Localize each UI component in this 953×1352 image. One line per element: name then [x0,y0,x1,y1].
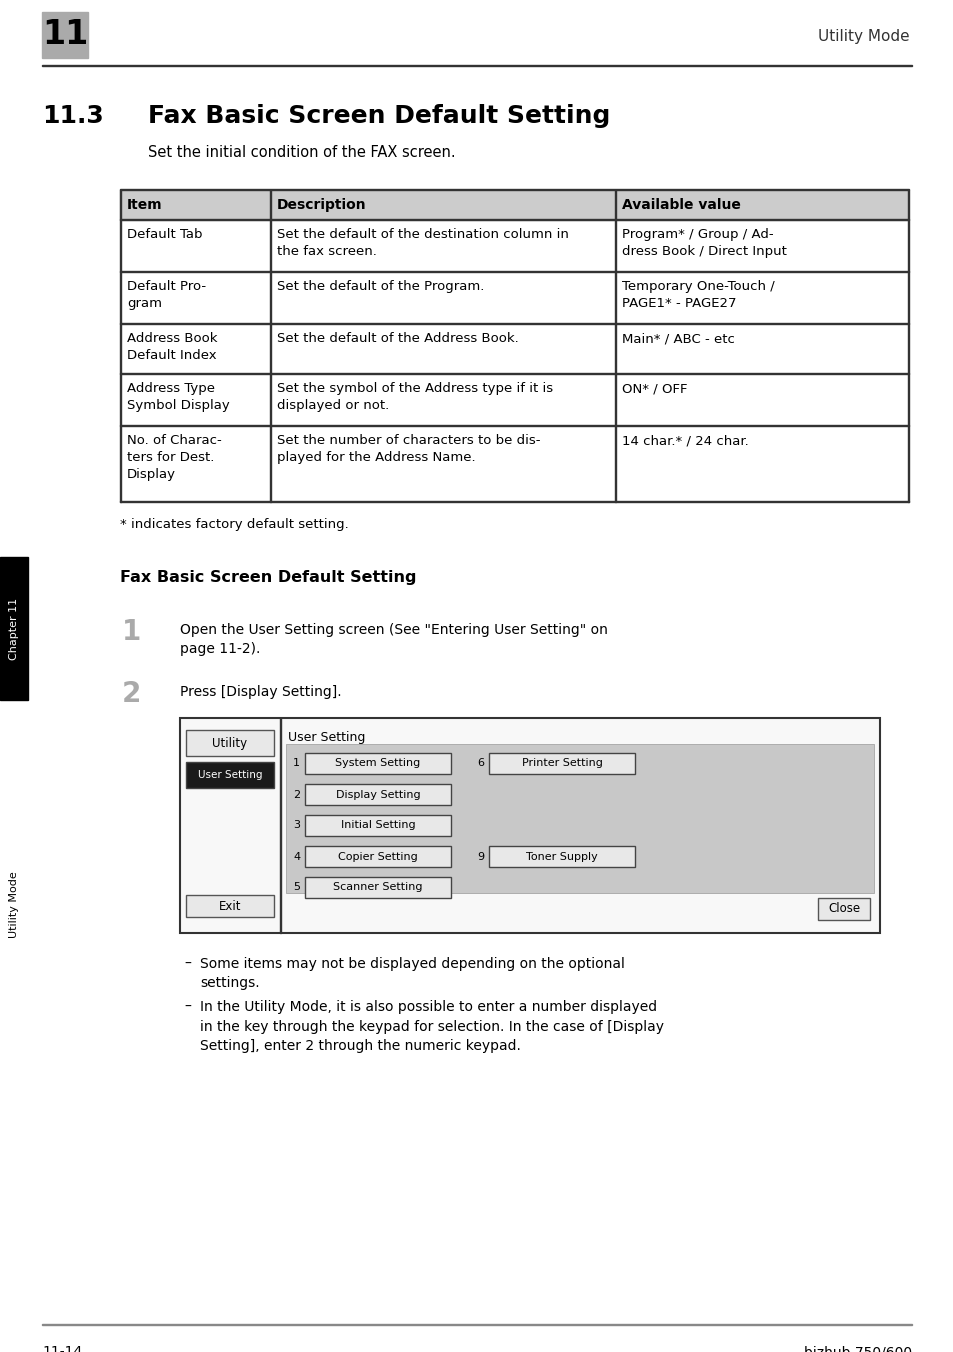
Text: Temporary One-Touch /
PAGE1* - PAGE27: Temporary One-Touch / PAGE1* - PAGE27 [621,280,774,310]
Bar [120,191,907,220]
Text: No. of Charac-
ters for Dest.
Display: No. of Charac- ters for Dest. Display [127,434,221,481]
Bar [615,191,616,502]
Text: Program* / Group / Ad-
dress Book / Direct Input: Program* / Group / Ad- dress Book / Dire… [621,228,786,258]
Text: –: – [184,957,191,971]
Text: Utility: Utility [213,737,247,749]
Text: 2: 2 [293,790,300,799]
Text: 1: 1 [293,758,299,768]
Text: Main* / ABC - etc: Main* / ABC - etc [621,333,734,345]
Text: 6: 6 [476,758,483,768]
Text: Exit: Exit [218,899,241,913]
Text: User Setting: User Setting [197,771,262,780]
Bar [42,12,88,58]
Text: Some items may not be displayed depending on the optional
settings.: Some items may not be displayed dependin… [200,957,624,991]
Text: Copier Setting: Copier Setting [337,852,417,861]
Text: 11.3: 11.3 [42,104,104,128]
Text: bizhub 750/600: bizhub 750/600 [803,1345,911,1352]
Bar [280,718,281,933]
Text: 1: 1 [122,618,141,646]
Text: * indicates factory default setting.: * indicates factory default setting. [120,518,349,531]
Bar [286,744,873,894]
Text: 2: 2 [122,680,141,708]
Text: Set the symbol of the Address type if it is
displayed or not.: Set the symbol of the Address type if it… [276,383,553,412]
Text: Close: Close [827,903,860,915]
Text: –: – [184,1000,191,1014]
Text: Available value: Available value [621,197,740,212]
Bar [42,65,911,66]
Text: In the Utility Mode, it is also possible to enter a number displayed
in the key : In the Utility Mode, it is also possible… [200,1000,663,1053]
Text: Set the default of the destination column in
the fax screen.: Set the default of the destination colum… [276,228,568,258]
Bar [305,815,451,836]
Bar [120,191,121,502]
Text: Utility Mode: Utility Mode [9,872,19,938]
Text: Utility Mode: Utility Mode [818,28,909,43]
Text: ON* / OFF: ON* / OFF [621,383,687,395]
Bar [180,718,879,933]
Bar [186,895,274,917]
Bar [489,846,635,867]
Text: 11: 11 [42,19,88,51]
Bar [305,877,451,898]
Bar [305,784,451,804]
Text: Set the default of the Address Book.: Set the default of the Address Book. [276,333,518,345]
Bar [305,846,451,867]
Bar [817,898,869,919]
Text: Address Type
Symbol Display: Address Type Symbol Display [127,383,230,412]
Text: Fax Basic Screen Default Setting: Fax Basic Screen Default Setting [148,104,610,128]
Text: Default Tab: Default Tab [127,228,202,241]
Bar [907,191,908,502]
Text: 4: 4 [293,852,300,861]
Text: Open the User Setting screen (See "Entering User Setting" on
page 11-2).: Open the User Setting screen (See "Enter… [180,623,607,657]
Text: Set the default of the Program.: Set the default of the Program. [276,280,484,293]
Text: 14 char.* / 24 char.: 14 char.* / 24 char. [621,434,748,448]
Text: 9: 9 [476,852,483,861]
Text: Item: Item [127,197,162,212]
Text: Initial Setting: Initial Setting [340,821,415,830]
Text: System Setting: System Setting [335,758,420,768]
Bar [186,763,274,788]
Text: Printer Setting: Printer Setting [521,758,601,768]
Text: 11-14: 11-14 [42,1345,82,1352]
Bar [270,191,271,502]
Text: 5: 5 [293,883,299,892]
Text: Set the number of characters to be dis-
played for the Address Name.: Set the number of characters to be dis- … [276,434,540,464]
Text: Chapter 11: Chapter 11 [9,598,19,660]
Text: Press [Display Setting].: Press [Display Setting]. [180,685,341,699]
Text: Scanner Setting: Scanner Setting [333,883,422,892]
Bar [0,557,28,700]
Bar [186,730,274,756]
Text: Set the initial condition of the FAX screen.: Set the initial condition of the FAX scr… [148,145,456,160]
Bar [489,753,635,773]
Text: Address Book
Default Index: Address Book Default Index [127,333,217,362]
Text: 3: 3 [293,821,299,830]
Text: User Setting: User Setting [288,731,365,745]
Text: Description: Description [276,197,366,212]
Text: Fax Basic Screen Default Setting: Fax Basic Screen Default Setting [120,571,416,585]
Bar [305,753,451,773]
Text: Default Pro-
gram: Default Pro- gram [127,280,206,310]
Text: Display Setting: Display Setting [335,790,420,799]
Text: Toner Supply: Toner Supply [525,852,598,861]
